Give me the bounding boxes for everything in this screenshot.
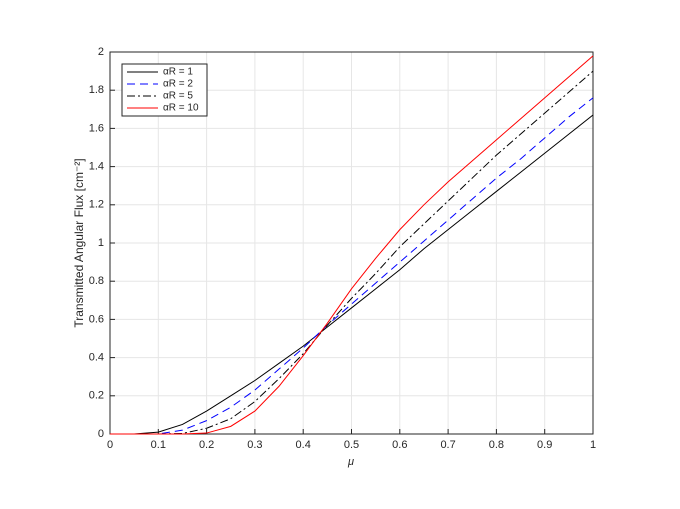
y-tick-label: 0.2 (89, 390, 104, 402)
data-line (110, 70, 594, 435)
legend-box (121, 63, 208, 117)
y-tick-label: 1.4 (89, 161, 104, 173)
x-tick-label: 0.1 (151, 439, 166, 451)
data-line (110, 114, 594, 435)
y-tick-label: 0.6 (89, 313, 104, 325)
y-tick-label: 0.8 (89, 275, 104, 287)
y-tick-label: 1 (98, 237, 104, 249)
x-tick-label: 0.3 (247, 439, 262, 451)
legend-label: αR = 1 (163, 67, 193, 78)
y-tick-label: 1.2 (89, 199, 104, 211)
x-tick-label: 0.9 (537, 439, 552, 451)
legend-label: αR = 2 (163, 79, 193, 90)
x-tick-label: 0.7 (440, 439, 455, 451)
y-axis-label: Transmitted Angular Flux [cm⁻²] (72, 158, 86, 327)
x-tick-label: 0.4 (296, 439, 311, 451)
y-tick-label: 1.6 (89, 122, 104, 134)
y-tick-label: 0 (98, 428, 104, 440)
y-tick-label: 1.8 (89, 84, 104, 96)
x-tick-label: 1 (590, 439, 596, 451)
x-tick-label: 0.5 (344, 439, 359, 451)
y-tick-label: 2 (98, 46, 104, 58)
x-tick-label: 0 (107, 439, 113, 451)
legend-label: αR = 5 (163, 91, 193, 102)
x-tick-label: 0.8 (489, 439, 504, 451)
legend-label: αR = 10 (163, 103, 199, 114)
y-tick-label: 0.4 (89, 352, 104, 364)
data-line (110, 55, 594, 435)
plot-frame (109, 51, 594, 435)
data-line (110, 97, 594, 435)
legend: αR = 1αR = 2αR = 5αR = 10 (121, 63, 208, 117)
x-tick-label: 0.6 (392, 439, 407, 451)
x-axis-label: μ (347, 456, 354, 468)
x-tick-label: 0.2 (199, 439, 214, 451)
